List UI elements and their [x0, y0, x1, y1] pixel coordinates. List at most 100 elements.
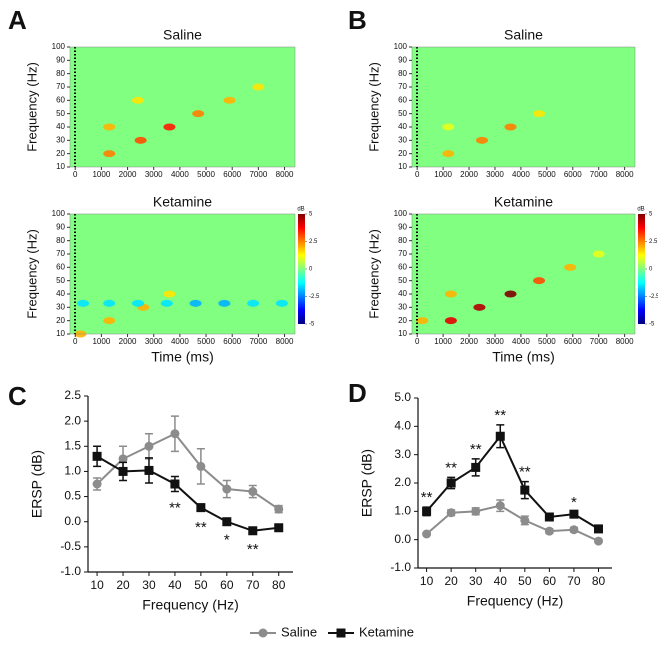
data-point [274, 523, 284, 533]
y-axis-label: ERSP (dB) [29, 450, 45, 518]
data-point [92, 451, 102, 461]
y-tick-label: 80 [398, 236, 407, 245]
y-tick-label: 100 [52, 42, 66, 51]
x-tick-label: 50 [194, 578, 208, 592]
significance-label: ** [494, 407, 506, 424]
plot-frame [411, 213, 636, 335]
x-tick-label: 10 [420, 574, 434, 588]
heatmap-spot [252, 83, 265, 91]
heatmap-background [70, 214, 295, 334]
heatmap-background [412, 214, 635, 334]
x-tick-label: 8000 [616, 337, 634, 346]
x-tick-label: 6000 [223, 170, 241, 179]
x-tick-label: 3000 [486, 170, 504, 179]
y-tick-label: 70 [398, 249, 407, 258]
heatmap-spot [189, 299, 202, 307]
x-tick-label: 1000 [434, 337, 452, 346]
heatmap-spot [163, 123, 176, 131]
data-point [118, 454, 128, 464]
x-tick-label: 7000 [590, 337, 608, 346]
x-tick-label: 6000 [564, 170, 582, 179]
x-tick-label: 3000 [145, 337, 163, 346]
y-tick-label: 40 [398, 122, 407, 131]
x-tick-label: 5000 [538, 337, 556, 346]
significance-label: ** [445, 459, 457, 476]
x-tick-label: 5000 [538, 170, 556, 179]
significance-label: ** [169, 500, 181, 517]
data-point [569, 525, 579, 535]
significance-label: ** [421, 489, 433, 506]
data-point [544, 526, 554, 536]
y-tick-label: 80 [398, 69, 407, 78]
y-tick-label: 100 [52, 209, 66, 218]
heatmap-spot [134, 136, 147, 144]
y-tick-label: 30 [398, 302, 407, 311]
y-tick-label: 70 [56, 249, 65, 258]
data-point [422, 529, 432, 539]
plot-frame [69, 213, 296, 335]
data-point [144, 441, 154, 451]
heatmap-spot [442, 150, 455, 158]
data-point [520, 485, 530, 495]
x-tick-label: 5000 [197, 170, 215, 179]
y-tick-label: 50 [398, 109, 407, 118]
data-point [92, 479, 102, 489]
colorbar-tick-label: -2.5 [649, 294, 658, 300]
data-point [170, 429, 180, 439]
x-tick-label: 1000 [92, 170, 110, 179]
y-tick-label: 20 [398, 149, 407, 158]
heatmap-spot [103, 299, 116, 307]
y-tick-label: 50 [56, 276, 65, 285]
x-axis-label: Frequency (Hz) [467, 593, 563, 609]
heatmap-spot [275, 299, 288, 307]
x-tick-label: 2000 [460, 337, 478, 346]
x-tick-label: 6000 [564, 337, 582, 346]
data-point [593, 536, 603, 546]
heatmap-spot [592, 250, 605, 258]
colorbar-tick-label: 5 [649, 212, 653, 218]
heatmap-spot [564, 263, 577, 271]
legend-marker [258, 628, 268, 638]
x-tick-label: 2000 [119, 337, 137, 346]
x-tick-label: 4000 [512, 170, 530, 179]
data-point [471, 506, 481, 516]
y-tick-label: 70 [398, 82, 407, 91]
y-tick-label: 10 [56, 162, 65, 171]
x-tick-label: 0 [415, 170, 420, 179]
y-tick-label: -0.5 [60, 539, 81, 553]
colorbar [638, 214, 645, 324]
x-tick-label: 4000 [171, 337, 189, 346]
y-tick-label: 40 [56, 289, 65, 298]
heatmap-spot [442, 123, 455, 131]
x-tick-label: 60 [543, 574, 557, 588]
chart-title: Saline [163, 27, 202, 43]
x-tick-label: 2000 [119, 170, 137, 179]
data-point [222, 517, 232, 527]
y-tick-label: 1.0 [64, 464, 81, 478]
y-tick-label: 1.5 [64, 438, 81, 452]
y-tick-label: 70 [56, 82, 65, 91]
x-tick-label: 5000 [197, 337, 215, 346]
x-tick-label: 30 [142, 578, 156, 592]
y-tick-label: 3.0 [394, 447, 411, 461]
y-tick-label: -1.0 [60, 564, 81, 578]
heatmap-spot [132, 96, 145, 104]
significance-label: ** [470, 441, 482, 458]
y-axis-label: ERSP (dB) [359, 449, 375, 517]
plot-frame [69, 46, 296, 168]
colorbar-tick-label: 2.5 [309, 239, 318, 245]
heatmap-spot [163, 290, 176, 298]
y-tick-label: 40 [56, 122, 65, 131]
panel-label: B [348, 5, 367, 35]
y-tick-label: 50 [56, 109, 65, 118]
x-tick-label: 70 [246, 578, 260, 592]
data-point [593, 524, 603, 534]
heatmap-spot [444, 317, 457, 325]
x-axis-label: Frequency (Hz) [142, 597, 238, 613]
heatmap-spot [77, 299, 90, 307]
y-tick-label: 4.0 [394, 419, 411, 433]
heatmap-spot [103, 317, 116, 325]
